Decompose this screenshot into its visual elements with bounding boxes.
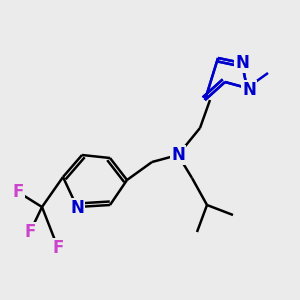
- Text: N: N: [171, 146, 185, 164]
- Text: N: N: [235, 54, 249, 72]
- Text: N: N: [242, 81, 256, 99]
- Text: F: F: [52, 239, 64, 257]
- Text: F: F: [24, 223, 36, 241]
- Text: N: N: [70, 199, 84, 217]
- Text: F: F: [12, 183, 24, 201]
